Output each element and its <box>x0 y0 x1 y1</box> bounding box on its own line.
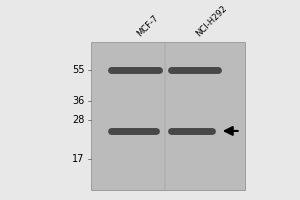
Text: MCF-7: MCF-7 <box>135 13 160 38</box>
Bar <box>91 42 245 190</box>
Text: NCI-H292: NCI-H292 <box>195 4 229 38</box>
Text: 17: 17 <box>72 154 85 164</box>
Text: 36: 36 <box>72 96 85 106</box>
Text: 28: 28 <box>72 115 85 125</box>
Text: 55: 55 <box>72 65 85 75</box>
